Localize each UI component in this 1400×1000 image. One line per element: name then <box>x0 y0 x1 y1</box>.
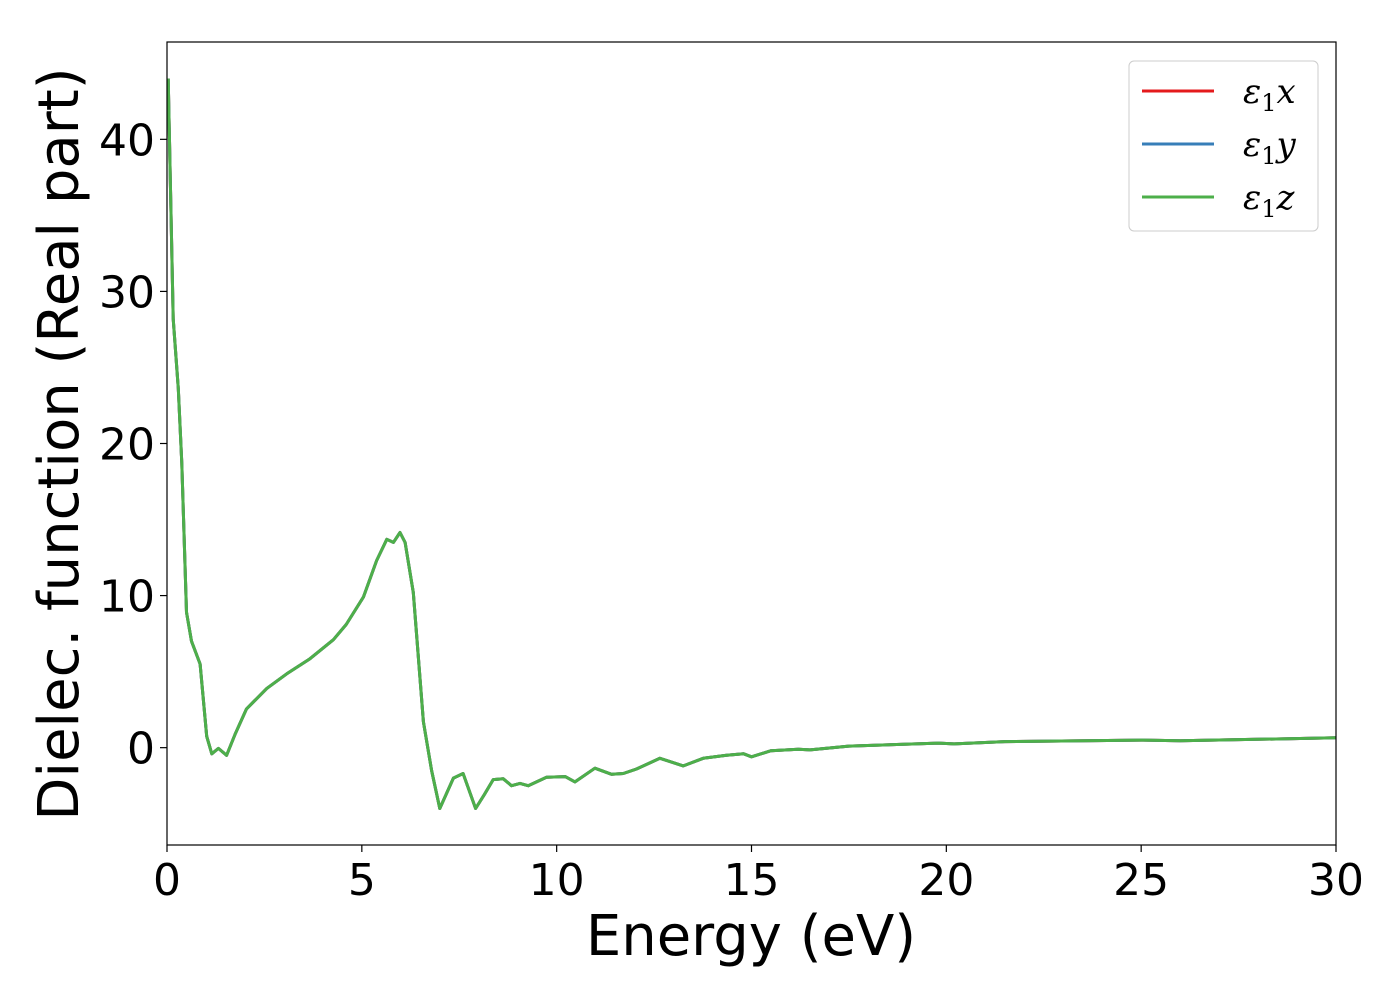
y-axis-label: Dielec. function (Real part) <box>27 67 92 820</box>
y-tick-label: 20 <box>99 420 155 471</box>
x-tick-label: 5 <box>348 855 376 906</box>
y-tick-label: 10 <box>99 572 155 623</box>
x-tick-label: 10 <box>529 855 585 906</box>
x-tick-label: 25 <box>1113 855 1169 906</box>
x-tick-label: 15 <box>724 855 780 906</box>
x-tick-label: 20 <box>918 855 974 906</box>
legend-label: ε1x <box>1243 72 1296 117</box>
x-axis-label: Energy (eV) <box>586 904 916 969</box>
series-line-z <box>166 78 1337 810</box>
legend-box <box>1128 60 1319 232</box>
series-lines <box>166 78 1337 810</box>
x-axis: 0 5 10 15 20 25 30 <box>153 845 1364 906</box>
y-tick-label: 30 <box>99 267 155 318</box>
y-axis: 0 10 20 30 40 <box>99 115 167 775</box>
y-tick-label: 0 <box>127 724 155 775</box>
legend-label: ε1z <box>1243 178 1296 223</box>
y-tick-label: 40 <box>99 115 155 166</box>
x-tick-label: 30 <box>1308 855 1364 906</box>
legend: ε1x ε1y ε1z <box>1128 60 1319 232</box>
x-tick-label: 0 <box>153 855 181 906</box>
legend-label: ε1y <box>1243 125 1297 170</box>
